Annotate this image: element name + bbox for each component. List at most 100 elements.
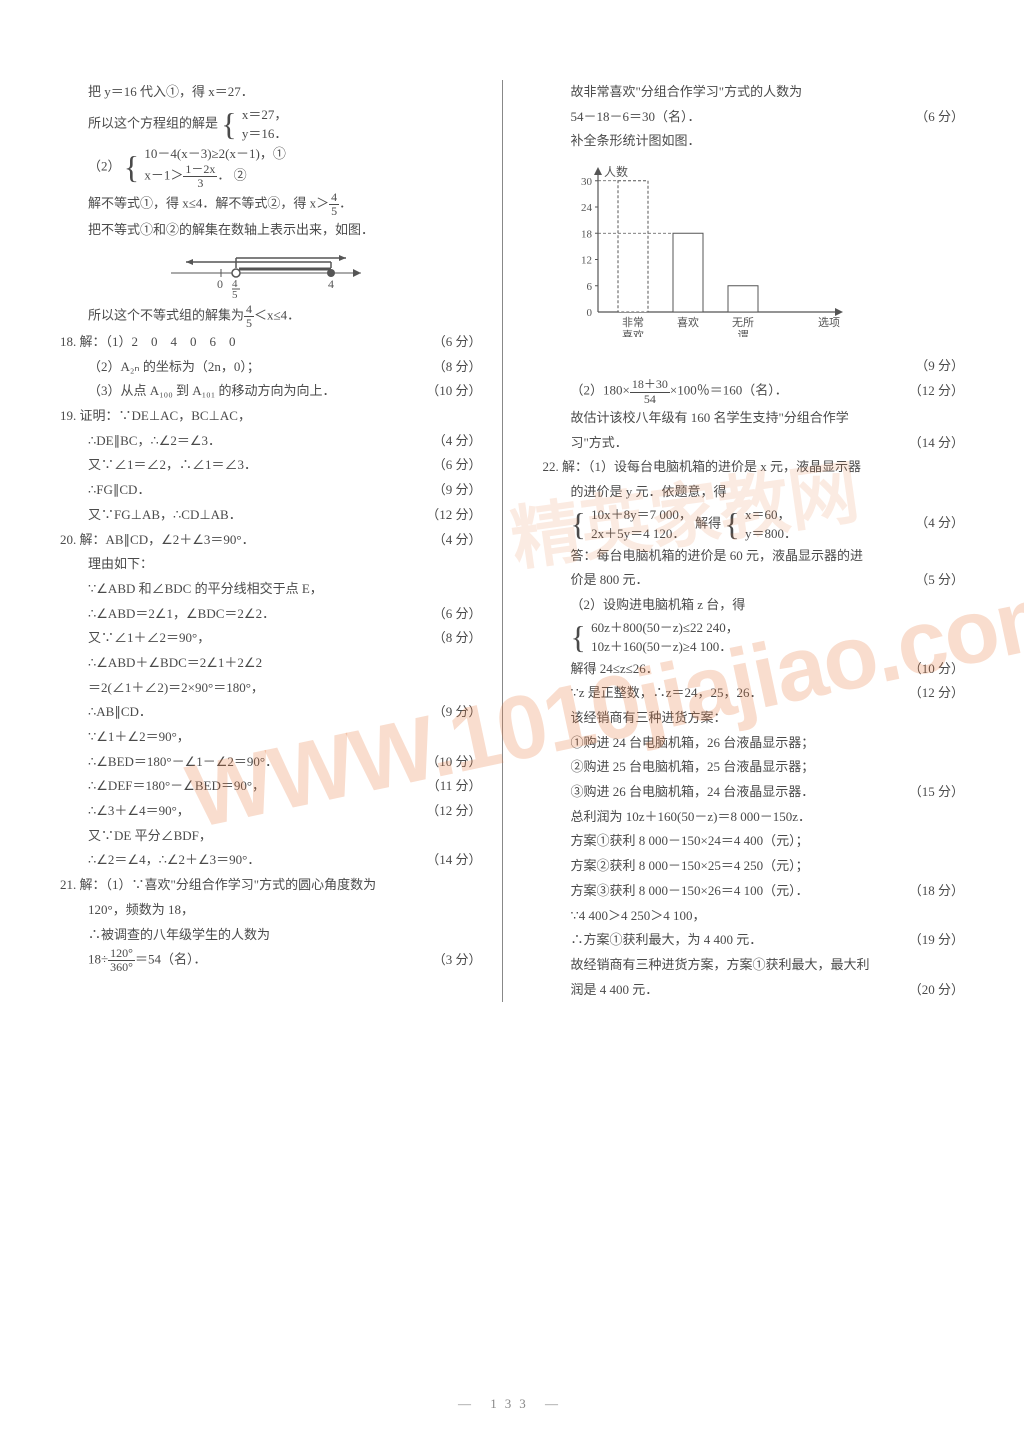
- numerator: 18＋30: [630, 378, 670, 392]
- text-line: 方案①获利 8 000－150×24＝4 400（元）；: [543, 829, 965, 854]
- text: （2）180×: [571, 383, 630, 398]
- text-line: ∵∠1＋∠2＝90°，: [60, 725, 482, 750]
- text: ∴AB∥CD．: [88, 700, 425, 725]
- score: （10 分）: [909, 657, 964, 682]
- svg-text:0: 0: [586, 307, 592, 319]
- equation-system: 10x＋8y＝7 000， 2x＋5y＝4 120．: [591, 505, 692, 544]
- eq-row: x－1＞1－2x3． ②: [144, 163, 285, 190]
- score: （6 分）: [433, 453, 482, 478]
- score: （9 分）: [433, 478, 482, 503]
- problem-line: 又∵∠1＋∠2＝90°，（8 分）: [60, 626, 482, 651]
- text-line: 把不等式①和②的解集在数轴上表示出来，如图．: [60, 218, 482, 243]
- score: （12 分）: [909, 379, 964, 404]
- text: ＝54（名）．: [135, 952, 207, 967]
- score: （11 分）: [427, 774, 482, 799]
- score: （6 分）: [433, 330, 482, 355]
- svg-text:12: 12: [581, 255, 592, 267]
- problem-line: ∵z 是正整数，∴z＝24，25，26．（12 分）: [543, 681, 965, 706]
- score: （15 分）: [909, 780, 964, 805]
- numerator: 1－2x: [183, 163, 217, 177]
- text: ． ②: [217, 168, 246, 183]
- eq-row: 10－4(x－3)≥2(x－1)，①: [144, 144, 285, 164]
- problem-line: 润是 4 400 元． （20 分）: [543, 978, 965, 1003]
- text: ∴∠DEF＝180°－∠BED＝90°，: [88, 774, 419, 799]
- text-line: ∴被调查的八年级学生的人数为: [60, 923, 482, 948]
- eq-row: 2x＋5y＝4 120．: [591, 524, 692, 544]
- text: 解得 24≤z≤26．: [571, 657, 901, 682]
- text-line: 解不等式①，得 x≤4．解不等式②，得 x＞45．: [60, 191, 482, 218]
- svg-text:0: 0: [217, 277, 223, 291]
- text: ∴∠2＝∠4，∴∠2＋∠3＝90°．: [88, 848, 418, 873]
- eq-row: x＝27，: [242, 105, 288, 125]
- text: （2）: [88, 158, 121, 173]
- problem-line: 21. 解：（1）∵喜欢"分组合作学习"方式的圆心角度数为: [60, 873, 482, 898]
- score: （20 分）: [909, 978, 964, 1003]
- score: （9 分）: [433, 700, 482, 725]
- text: 所以这个方程组的解是: [88, 115, 218, 130]
- svg-text:18: 18: [581, 228, 593, 240]
- score: （12 分）: [909, 681, 964, 706]
- eq-row: 10z＋160(50－z)≥4 100．: [591, 637, 739, 657]
- score: （5 分）: [915, 568, 964, 593]
- text-line: 的进价是 y 元．依题意，得: [543, 480, 965, 505]
- text: 18÷: [88, 952, 108, 967]
- text-line: （2）设购进电脑机箱 z 台，得: [543, 593, 965, 618]
- problem-line: ∴∠2＝∠4，∴∠2＋∠3＝90°． （14 分）: [60, 848, 482, 873]
- denominator: 54: [630, 393, 670, 406]
- score: （6 分）: [915, 105, 964, 130]
- problem-line: ∴DE∥BC，∴∠2＝∠3．（4 分）: [60, 429, 482, 454]
- problem-line: 20. 解：AB∥CD，∠2＋∠3＝90°． （4 分）: [60, 528, 482, 553]
- problem-line: 又∵∠1＝∠2，∴∠1＝∠3．（6 分）: [60, 453, 482, 478]
- text: 又∵∠1＋∠2＝90°，: [88, 626, 425, 651]
- score: （12 分）: [426, 799, 481, 824]
- svg-text:喜欢: 喜欢: [622, 328, 644, 337]
- text: ∴∠3＋∠4＝90°，: [88, 799, 418, 824]
- text: （2）A₂ₙ 的坐标为（2n，0）；: [88, 355, 425, 380]
- text: 20. 解：AB∥CD，∠2＋∠3＝90°．: [60, 528, 425, 553]
- score: （14 分）: [426, 848, 481, 873]
- svg-text:谓: 谓: [737, 329, 748, 337]
- text-line: 补全条形统计图如图．: [543, 129, 965, 154]
- chart-score-line: （9 分）: [543, 354, 965, 379]
- eq-row: y＝800．: [745, 524, 797, 544]
- page-number: — 133 —: [0, 1392, 1024, 1417]
- score: （10 分）: [426, 750, 481, 775]
- score: （4 分）: [433, 528, 482, 553]
- text-line: 把 y＝16 代入①，得 x＝27．: [60, 80, 482, 105]
- eq-row: y＝16．: [242, 124, 288, 144]
- brace-icon: {: [571, 510, 586, 539]
- text-line: ∵4 400＞4 250＞4 100，: [543, 904, 965, 929]
- svg-text:选项: 选项: [818, 316, 840, 329]
- text: ∴∠ABD＝2∠1，∠BDC＝2∠2．: [88, 602, 425, 627]
- problem-line: 解得 24≤z≤26． （10 分）: [543, 657, 965, 682]
- problem-line: { 10x＋8y＝7 000， 2x＋5y＝4 120． 解得 { x＝60， …: [543, 505, 965, 544]
- denominator: 5: [329, 205, 339, 218]
- denominator: 3: [183, 177, 217, 190]
- svg-text:6: 6: [586, 281, 592, 293]
- two-column-layout: 把 y＝16 代入①，得 x＝27． 所以这个方程组的解是 { x＝27， y＝…: [60, 80, 964, 1002]
- problem-line: 19. 证明：∵DE⊥AC，BC⊥AC，: [60, 404, 482, 429]
- score: （19 分）: [909, 928, 964, 953]
- text-line: ∴∠ABD＋∠BDC＝2∠1＋2∠2: [60, 651, 482, 676]
- equation-system: 60z＋800(50－z)≤22 240， 10z＋160(50－z)≥4 10…: [591, 618, 739, 657]
- text: 解不等式①，得 x≤4．解不等式②，得 x＞: [88, 195, 329, 210]
- problem-line: 价是 800 元．（5 分）: [543, 568, 965, 593]
- score: （14 分）: [909, 431, 964, 456]
- problem-line: （2）180×18＋3054×100％＝160（名）． （12 分）: [543, 378, 965, 405]
- text: x－1＞: [144, 168, 183, 183]
- text: ③购进 26 台电脑机箱，24 台液晶显示器．: [571, 780, 901, 805]
- text-line: 答：每台电脑机箱的进价是 60 元，液晶显示器的进: [543, 544, 965, 569]
- text: （2）180×18＋3054×100％＝160（名）．: [571, 378, 901, 405]
- text: 习"方式．: [571, 431, 901, 456]
- brace-icon: {: [221, 110, 236, 139]
- denominator: 360°: [108, 961, 135, 974]
- text: ×100％＝160（名）．: [670, 383, 788, 398]
- score: （12 分）: [426, 503, 481, 528]
- text: 润是 4 400 元．: [571, 978, 901, 1003]
- text: （3）从点 A₁₀₀ 到 A₁₀₁ 的移动方向为向上．: [88, 379, 418, 404]
- svg-text:非常: 非常: [622, 316, 644, 329]
- svg-text:无所: 无所: [732, 316, 754, 329]
- equation-system: x＝27， y＝16．: [242, 105, 288, 144]
- problem-line: ∴AB∥CD． （9 分）: [60, 700, 482, 725]
- score: （18 分）: [909, 879, 964, 904]
